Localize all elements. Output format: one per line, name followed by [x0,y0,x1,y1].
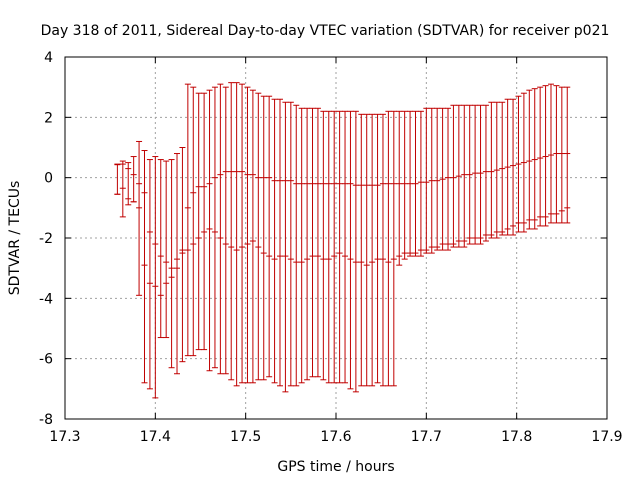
y-tick-label: -8 [39,412,53,428]
chart-title: Day 318 of 2011, Sidereal Day-to-day VTE… [41,23,610,39]
x-tick-label: 17.8 [501,429,532,445]
x-tick-label: 17.7 [411,429,442,445]
y-tick-label: 0 [44,171,53,187]
y-axis-label: SDTVAR / TECUs [7,181,23,296]
y-tick-label: 2 [44,110,53,126]
y-tick-label: 4 [44,50,53,66]
x-tick-label: 17.5 [230,429,261,445]
x-tick-label: 17.6 [320,429,351,445]
y-tick-label: -4 [39,291,53,307]
y-tick-label: -2 [39,231,53,247]
y-tick-label: -6 [39,352,53,368]
x-axis-label: GPS time / hours [277,459,394,475]
x-tick-label: 17.9 [591,429,622,445]
x-tick-label: 17.4 [140,429,171,445]
x-tick-label: 17.3 [49,429,80,445]
x-tick-labels: 17.3 17.4 17.5 17.6 17.7 17.8 17.9 [49,429,622,445]
error-bars [114,82,571,399]
y-tick-labels: -8 -6 -4 -2 0 2 4 [39,50,53,428]
axis-ticks [64,56,608,420]
